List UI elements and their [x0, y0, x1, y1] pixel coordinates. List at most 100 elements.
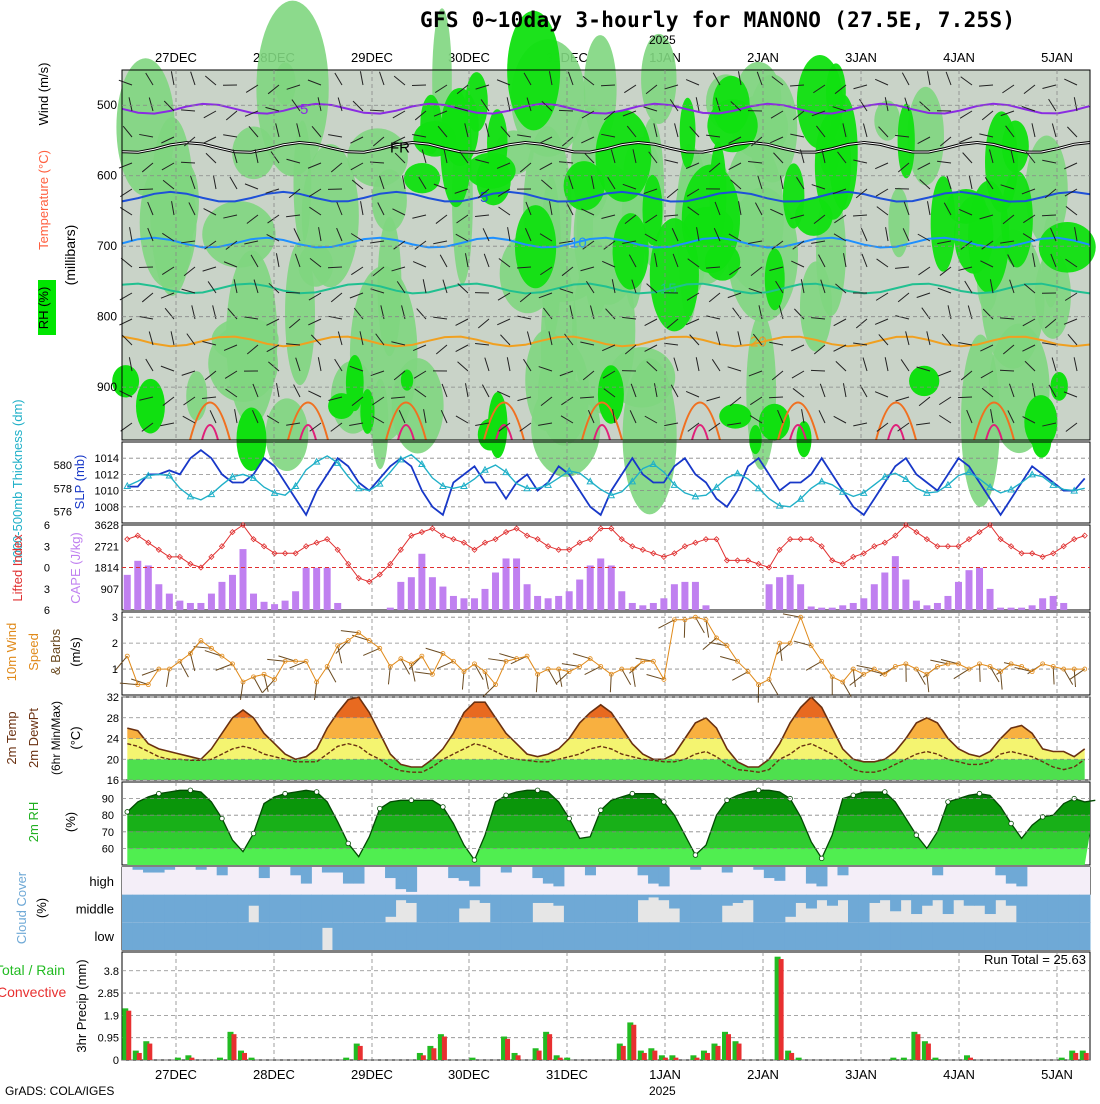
- cloud-bar: [901, 895, 912, 901]
- cloud-bar: [322, 895, 333, 923]
- cloud-bar: [459, 867, 470, 881]
- cloud-bar: [227, 895, 238, 923]
- temp-axis-label-1: 2m Temp: [4, 711, 19, 764]
- precip-conv-bar: [358, 1046, 363, 1060]
- wind-barb-10m: [205, 651, 222, 657]
- rh-marker: [346, 841, 351, 846]
- wind-barb-10m: [857, 666, 875, 670]
- cape-bar: [671, 584, 678, 610]
- cloud-bar: [217, 867, 228, 875]
- rh-blob-high: [404, 163, 440, 193]
- wind-speed-line: [127, 617, 1084, 684]
- date-tick-bottom: 30DEC: [448, 1067, 490, 1082]
- precip-tick-label: 0: [113, 1055, 119, 1067]
- precip-axis-label: 3hr Precip (mm): [74, 959, 89, 1052]
- cloud-bar: [154, 895, 165, 923]
- cloud-bar: [133, 922, 144, 950]
- cloud-bar: [974, 922, 985, 950]
- cloud-bar: [353, 867, 364, 884]
- date-tick-bottom: 4JAN: [943, 1067, 975, 1082]
- cape-bar: [892, 556, 899, 610]
- rh-marker: [535, 788, 540, 793]
- cape-bar: [303, 568, 310, 610]
- precip-conv-bar: [705, 1053, 710, 1060]
- cape-bar: [555, 596, 562, 610]
- cloud-bar: [164, 867, 175, 870]
- cape-bar: [240, 549, 247, 610]
- cloud-bar: [248, 895, 259, 906]
- cape-bar: [166, 594, 173, 610]
- cloud-bar: [785, 895, 796, 917]
- wind-barb-10m: [548, 669, 557, 685]
- cloud-bar: [859, 922, 870, 950]
- cloud-bar: [659, 922, 670, 950]
- cloud-bar: [711, 922, 722, 950]
- cloud-bar: [627, 922, 638, 950]
- cloud-bar: [448, 867, 459, 878]
- cloud-bar: [332, 895, 343, 923]
- precip-conv-bar: [137, 1053, 142, 1060]
- cloud-bar: [669, 895, 680, 909]
- wind-barb-10m: [262, 679, 274, 692]
- precip-conv-bar: [737, 1044, 742, 1060]
- rh-marker: [441, 805, 446, 810]
- cape-bar: [976, 568, 983, 610]
- cloud-bar: [974, 895, 985, 906]
- cape-bar: [660, 598, 667, 610]
- cloud-bar: [227, 922, 238, 950]
- rh-blob-low: [796, 421, 811, 457]
- cloud-bar: [343, 922, 354, 950]
- cloud-bar: [585, 922, 596, 950]
- cape-bar: [271, 604, 278, 610]
- cloud-bar: [753, 922, 764, 950]
- rh-axis-label-2: (%): [63, 812, 78, 832]
- cloud-bar: [1069, 895, 1080, 923]
- cloud-bar: [1058, 895, 1069, 923]
- wind-barb-10m: [415, 672, 433, 674]
- cloud-bar: [343, 867, 354, 884]
- cloud-bar: [816, 922, 827, 950]
- cloud-bar: [343, 895, 354, 923]
- temp-band: [122, 739, 1090, 760]
- cloud-bar: [185, 922, 196, 950]
- cape-tick-label: 907: [101, 584, 119, 596]
- cloud-bar: [1027, 895, 1038, 923]
- wind-barb-10m: [426, 648, 443, 653]
- cloud-bar: [238, 895, 249, 923]
- cape-bar: [387, 608, 394, 610]
- cloud-bar: [880, 895, 891, 901]
- cape-bar: [334, 603, 341, 610]
- cloud-bar: [932, 895, 943, 901]
- cloud-bar: [595, 922, 606, 950]
- wind-axis-label-1: 10m Wind: [4, 623, 19, 682]
- cloud-bar: [690, 895, 701, 923]
- cloud-bar: [311, 922, 322, 950]
- date-tick-bottom: 1JAN: [649, 1067, 681, 1082]
- cloud-bar: [574, 922, 585, 950]
- cloud-bar: [217, 922, 228, 950]
- cloud-bar: [795, 922, 806, 950]
- cloud-bar: [690, 867, 701, 870]
- cloud-bar: [259, 867, 270, 878]
- wind-barb-10m: [853, 669, 855, 687]
- thickness-tick-label: 578: [54, 483, 72, 495]
- cape-bar: [650, 603, 657, 610]
- wind-barb-10m: [254, 677, 263, 693]
- cloud-bar: [764, 867, 775, 878]
- cloud-bar: [448, 895, 459, 923]
- date-tick-bottom: 27DEC: [155, 1067, 197, 1082]
- rh-marker: [472, 858, 477, 863]
- cloud-bar: [827, 895, 838, 906]
- wind-barb-10m: [499, 654, 516, 659]
- rh-marker: [819, 856, 824, 861]
- li-tick-label: 6: [44, 520, 50, 532]
- cape-bar: [776, 577, 783, 610]
- cloud-bar: [574, 895, 585, 923]
- temp-tick-label: 20: [107, 754, 119, 766]
- cloud-bar: [732, 895, 743, 903]
- wind-barb: [286, 292, 300, 293]
- cloud-bar: [1016, 895, 1027, 923]
- cloud-bar: [743, 895, 754, 901]
- rh-marker: [756, 788, 761, 793]
- cloud-bar: [890, 895, 901, 912]
